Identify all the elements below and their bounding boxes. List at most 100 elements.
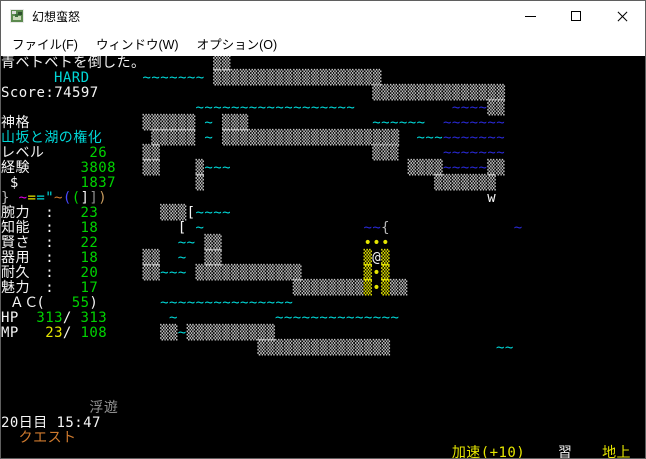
map-segment: ▒▒ xyxy=(142,145,161,161)
mp-max: 108 xyxy=(80,325,108,341)
map-segment: ▒▒ xyxy=(160,325,178,341)
map-segment: : xyxy=(45,205,55,221)
window-controls xyxy=(507,1,645,31)
map-segment: ▒▒ xyxy=(213,56,231,71)
wis-label: 賢さ xyxy=(1,235,30,251)
dex-label: 器用 xyxy=(1,250,30,266)
status-speed: 加速(+10) xyxy=(451,445,526,459)
map-segment: ▒▒▒ xyxy=(160,205,187,221)
map-segment: ▒▒ xyxy=(487,160,505,176)
map-segment: ▒▒▒ xyxy=(222,115,249,131)
ac-value: 55 xyxy=(71,295,90,311)
map-segment: ▒▒▒▒▒▒▒▒▒▒▒▒ xyxy=(195,265,303,281)
close-button[interactable] xyxy=(599,1,645,31)
score-line: Score:74597 xyxy=(1,85,99,101)
menu-window[interactable]: ウィンドウ(W) xyxy=(95,38,179,52)
inv-amulet: " xyxy=(45,190,55,206)
window-title: 幻想蛮怒 xyxy=(32,9,81,24)
item-armor: [ xyxy=(186,205,196,221)
exp-label: 経験 xyxy=(1,160,30,176)
map-segment: ▒▒ xyxy=(142,265,161,281)
map-segment: ~~~~~~~ xyxy=(142,70,205,86)
map-segment: ▒▒▒▒▒▒▒▒▒▒▒▒▒▒▒▒▒▒▒▒ xyxy=(222,130,400,146)
minimize-icon xyxy=(525,16,536,17)
con-label: 耐久 xyxy=(1,265,30,281)
map-segment: ▒▒▒▒▒ xyxy=(151,130,196,146)
inv-item: ~ xyxy=(18,190,28,206)
map-segment: ~~~~~~~ xyxy=(443,115,506,131)
player-title: 山坂と湖の権化 xyxy=(1,130,103,146)
status-levitation: 浮遊 xyxy=(89,400,119,416)
monster-w: w xyxy=(487,190,497,206)
map-segment: ~~~~~~~ xyxy=(443,130,506,146)
game-time: 20日目 15:47 xyxy=(1,415,101,431)
map-segment: ~ xyxy=(177,325,187,341)
map-segment: ▒▒ xyxy=(204,235,223,251)
map-segment: • xyxy=(381,235,390,251)
maximize-button[interactable] xyxy=(553,1,599,31)
hp-max: 313 xyxy=(80,310,108,326)
map-segment: ▒▒▒▒▒▒▒▒▒▒▒▒▒▒▒ xyxy=(257,340,391,356)
map-segment: ~ xyxy=(513,220,523,236)
map-segment: ~~~~~~ xyxy=(372,115,426,131)
map-segment: ▒▒ xyxy=(142,160,161,176)
map-segment: ~~ xyxy=(177,235,196,251)
map-segment: ▒▒ xyxy=(487,100,505,116)
map-segment: ~ xyxy=(168,310,178,326)
map-segment: ~ xyxy=(204,130,214,146)
map-segment: ~~~ xyxy=(204,160,231,176)
map-segment: : xyxy=(45,250,55,266)
message-line: 青ベトベトを倒した。 xyxy=(1,56,146,71)
map-segment: • xyxy=(363,235,373,251)
inv-armor: ] xyxy=(89,190,99,206)
con-value: 20 xyxy=(80,265,99,281)
map-segment: ▒▒ xyxy=(389,280,408,296)
minimize-button[interactable] xyxy=(507,1,553,31)
map-segment: ▒▒▒▒▒▒▒ xyxy=(434,175,497,191)
map-segment: ▒ xyxy=(381,250,390,266)
map-segment: ~~~~~~~~~~~~~~ xyxy=(275,310,400,326)
map-segment: ▒▒▒▒▒▒▒▒▒▒▒▒▒▒▒ xyxy=(372,85,506,101)
map-segment: ▒ xyxy=(381,280,390,296)
map-segment: ▒▒ xyxy=(204,250,223,266)
map-segment: ) xyxy=(89,295,99,311)
menu-file[interactable]: ファイル(F) xyxy=(12,38,78,52)
terminal-screen[interactable]: 青ベトベトを倒した。 ▒▒ HARD ~~~~~~~ ▒▒▒▒▒▒▒▒▒▒▒▒▒▒▒▒▒… xyxy=(1,56,645,458)
map-segment: ▒▒▒▒▒▒ xyxy=(142,115,196,131)
map-segment: ~~~~~ xyxy=(443,160,488,176)
player-at: @ xyxy=(372,250,382,266)
inv-tool: ( xyxy=(71,190,81,206)
map-segment: ▒ xyxy=(195,175,205,191)
map-segment: : xyxy=(45,265,55,281)
status-skill: 習 xyxy=(557,445,573,459)
rank-label: 神格 xyxy=(1,115,30,131)
map-segment: ~~~~ xyxy=(451,100,488,116)
map-segment: : xyxy=(45,220,55,236)
inv-item: ~ xyxy=(54,190,63,206)
map-segment: ~~ xyxy=(496,340,514,356)
mp-label: MP xyxy=(1,325,19,341)
map-segment: ▒▒▒▒ xyxy=(407,160,444,176)
menu-options[interactable]: オプション(O) xyxy=(196,38,278,52)
cha-label: 魅力 xyxy=(1,280,30,296)
inv-ring: = xyxy=(36,190,46,206)
level-label: レベル xyxy=(1,145,45,161)
map-segment: : xyxy=(45,280,55,296)
map-segment: ▒▒▒▒▒▒▒▒ xyxy=(292,280,364,296)
map-segment: • xyxy=(372,280,382,296)
map-segment: ▒▒▒▒▒▒▒▒▒▒▒▒▒▒▒▒▒▒▒ xyxy=(213,70,382,86)
map-segment: ~~~~~~~ xyxy=(443,145,506,161)
map-segment: ( xyxy=(36,295,46,311)
fountain: { xyxy=(381,220,390,236)
level-value: 26 xyxy=(89,145,108,161)
title-bar[interactable]: 幻想蛮怒 xyxy=(1,1,645,31)
wis-value: 22 xyxy=(80,235,99,251)
maximize-icon xyxy=(571,11,581,21)
inv-tool: ( xyxy=(62,190,72,206)
inv-ring: = xyxy=(27,190,37,206)
map-segment: ▒ xyxy=(363,280,373,296)
dex-value: 18 xyxy=(80,250,99,266)
map-segment: ~ xyxy=(195,220,205,236)
map-segment: / xyxy=(62,325,72,341)
map-segment: ▒▒ xyxy=(142,250,161,266)
